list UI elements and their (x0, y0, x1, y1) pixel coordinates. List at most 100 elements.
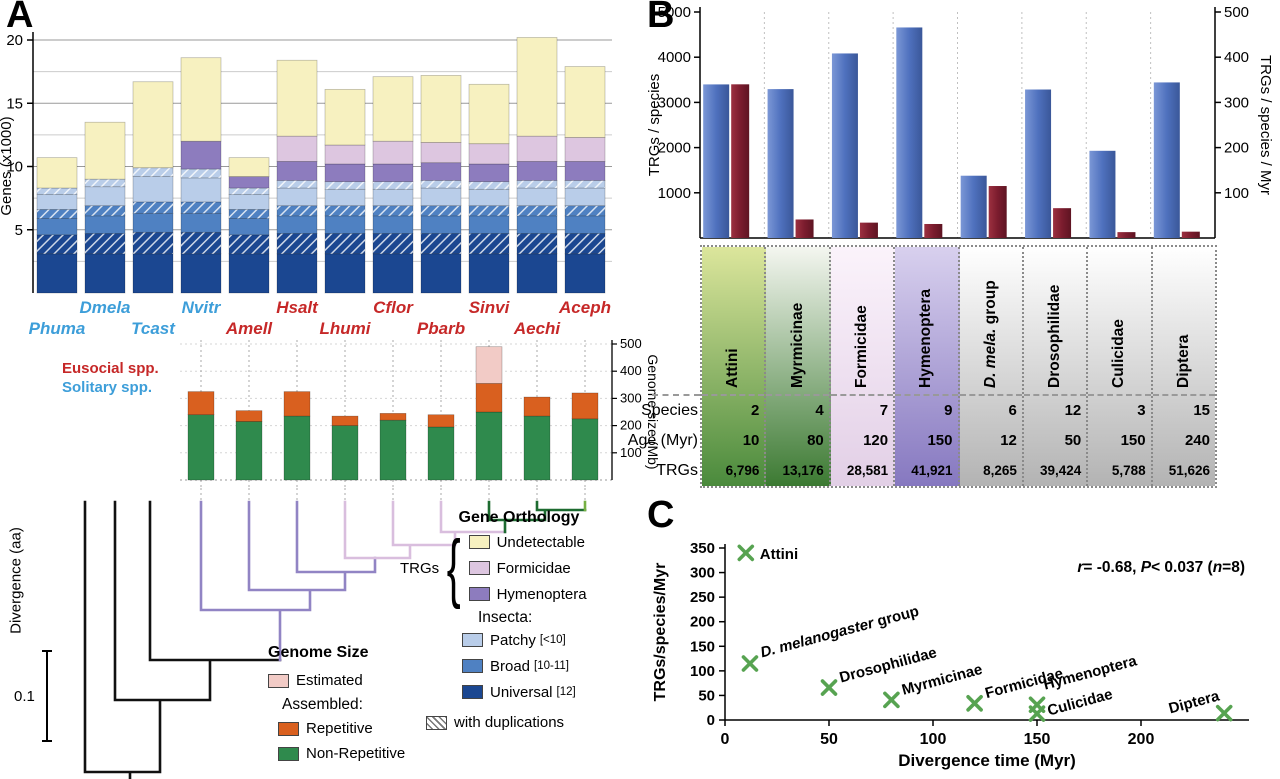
genome-bar-Lhumi (331, 415, 359, 481)
gene-orthology-title: Gene Orthology (458, 509, 580, 526)
broad-range: [10-11] (534, 660, 569, 672)
legend-item-duplications: with duplications (426, 714, 638, 731)
species-count: 3 (1137, 402, 1146, 419)
species-name-Cflor: Cflor (373, 298, 413, 317)
trgs-per-species-bar-4 (960, 175, 987, 238)
scatter-point-Myrmicinae (883, 691, 900, 709)
genome-tick-label: 100 (620, 445, 642, 460)
panel-b-label: B (647, 0, 675, 36)
species-name-Nvitr: Nvitr (181, 298, 221, 317)
species-count: 2 (751, 402, 760, 419)
solitary-legend-label: Solitary spp. (62, 379, 153, 396)
species-name-Aceph: Aceph (559, 298, 611, 317)
genome-tick-label: 200 (620, 418, 642, 433)
species-count: 7 (879, 402, 889, 419)
legend-item-universal: Universal [12] (462, 679, 638, 705)
tree-scale-bar (42, 650, 52, 742)
trgs-per-species-per-myr-bar-7 (1181, 231, 1200, 238)
genes-bar-Tcast (132, 81, 174, 294)
trgs-count: 28,581 (846, 463, 889, 478)
taxon-label-Hymenoptera: Hymenoptera (917, 288, 935, 388)
genome-tick-label: 400 (620, 363, 642, 378)
duplications-label: with duplications (454, 714, 565, 731)
scatter-label-Attini: Attini (760, 546, 798, 563)
left-tick-label: 4000 (658, 49, 691, 66)
x-tick-label: 150 (1024, 731, 1051, 748)
repetitive-label: Repetitive (306, 720, 373, 737)
genes-stacked-bar-chart: 5 10 15 20 Genes (x1000) (0, 32, 612, 294)
trgs-per-species-per-myr-bar-5 (1053, 208, 1072, 238)
repetitive-swatch (278, 721, 299, 736)
right-tick-label: 400 (1224, 49, 1249, 66)
panel-a-label: A (6, 0, 34, 36)
x-tick-label: 50 (820, 731, 838, 748)
legend-item-hymenoptera: Hymenoptera (468, 581, 587, 607)
taxon-label-Formicidae: Formicidae (852, 305, 870, 388)
species-count: 12 (1064, 402, 1082, 419)
gene-orthology-legend: Gene Orthology TRGs { Undetectable Formic… (400, 509, 638, 731)
taxon-label-D. mela. group: D. mela. group (981, 280, 999, 388)
y-axis-title: Genes (x1000) (0, 116, 15, 215)
species-name-Phuma: Phuma (28, 319, 86, 338)
x-tick-label: 0 (721, 731, 730, 748)
genes-bar-Aceph (564, 66, 606, 294)
trgs-count: 6,796 (725, 463, 760, 478)
genes-bar-Lhumi (324, 88, 366, 294)
trgs-per-species-bar-0 (703, 84, 730, 238)
genes-bar-Aechi (516, 37, 558, 294)
y-axis-title: TRGs/species/Myr (652, 563, 669, 702)
genome-tick-label: 500 (620, 336, 642, 351)
age-value: 150 (927, 432, 953, 449)
y-tick-label: 250 (690, 589, 715, 606)
legend-item-estimated: Estimated (268, 668, 420, 693)
x-axis-title: Divergence time (Myr) (898, 751, 1076, 770)
left-tick-label: 3000 (658, 94, 691, 111)
tree-scale-value: 0.1 (14, 688, 35, 705)
taxon-column-D. mela. group: D. mela. group 6 12 8,265 (959, 247, 1024, 486)
trgs-per-species-bar-1 (767, 89, 794, 238)
tree-outgroup-branches (83, 500, 282, 779)
age-value: 80 (807, 432, 824, 449)
universal-label: Universal (490, 683, 553, 701)
y-tick-label: 350 (690, 540, 715, 557)
taxon-column-Hymenoptera: Hymenoptera 9 150 41,921 (895, 247, 960, 486)
estimated-label: Estimated (296, 672, 363, 689)
insecta-legend-items: Patchy [<10] Broad [10-11] Universal [12] (462, 627, 638, 705)
taxon-column-Attini: Attini 2 10 6,796 (702, 247, 767, 486)
scatter-point-Attini (737, 544, 755, 562)
genome-bar-Cflor (379, 413, 407, 481)
y-tick-label: 100 (690, 663, 715, 680)
trgs-per-species-per-myr-bar-1 (795, 219, 814, 238)
y-tick-label: 20 (6, 32, 23, 49)
right-tick-label: 100 (1224, 185, 1249, 202)
phylogenetic-tree (83, 488, 587, 779)
genes-bar-Amell (228, 157, 270, 294)
species-name-labels: Phuma Dmela Tcast Nvitr Amell Hsalt Lhumi Cflor… (0, 0, 640, 345)
species-name-Aechi: Aechi (513, 319, 561, 338)
left-axis-title: TRGs / species (646, 74, 663, 177)
legend-item-non-repetitive: Non-Repetitive (278, 741, 420, 766)
x-tick-label: 200 (1128, 731, 1155, 748)
trgs-per-species-per-myr-bar-2 (859, 222, 878, 238)
trg-legend-items: Undetectable Formicidae Hymenoptera (468, 529, 587, 607)
duplications-swatch (426, 715, 447, 730)
y-tick-label: 5 (15, 222, 23, 239)
insecta-label: Insecta: (478, 609, 533, 626)
y-tick-label: 0 (707, 712, 715, 729)
age-value: 240 (1184, 432, 1210, 449)
y-tick-label: 50 (698, 687, 715, 704)
hymenoptera-label: Hymenoptera (496, 585, 587, 603)
genes-bar-Sinvi (468, 83, 510, 294)
trgs-per-species-per-myr-bar-6 (1117, 232, 1136, 238)
legend-item-broad: Broad [10-11] (462, 653, 638, 679)
y-tick-label: 300 (690, 565, 715, 582)
right-axis-title: TRGs / species / Myr (1257, 55, 1274, 195)
trgs-count: 51,626 (1168, 463, 1210, 478)
species-count: 6 (1008, 402, 1017, 419)
non-repetitive-label: Non-Repetitive (306, 745, 406, 762)
trgs-per-species-bar-3 (896, 27, 923, 238)
age-value: 50 (1064, 432, 1082, 449)
correlation-annotation: r= -0.68, P< 0.037 (n=8) (1077, 559, 1245, 576)
